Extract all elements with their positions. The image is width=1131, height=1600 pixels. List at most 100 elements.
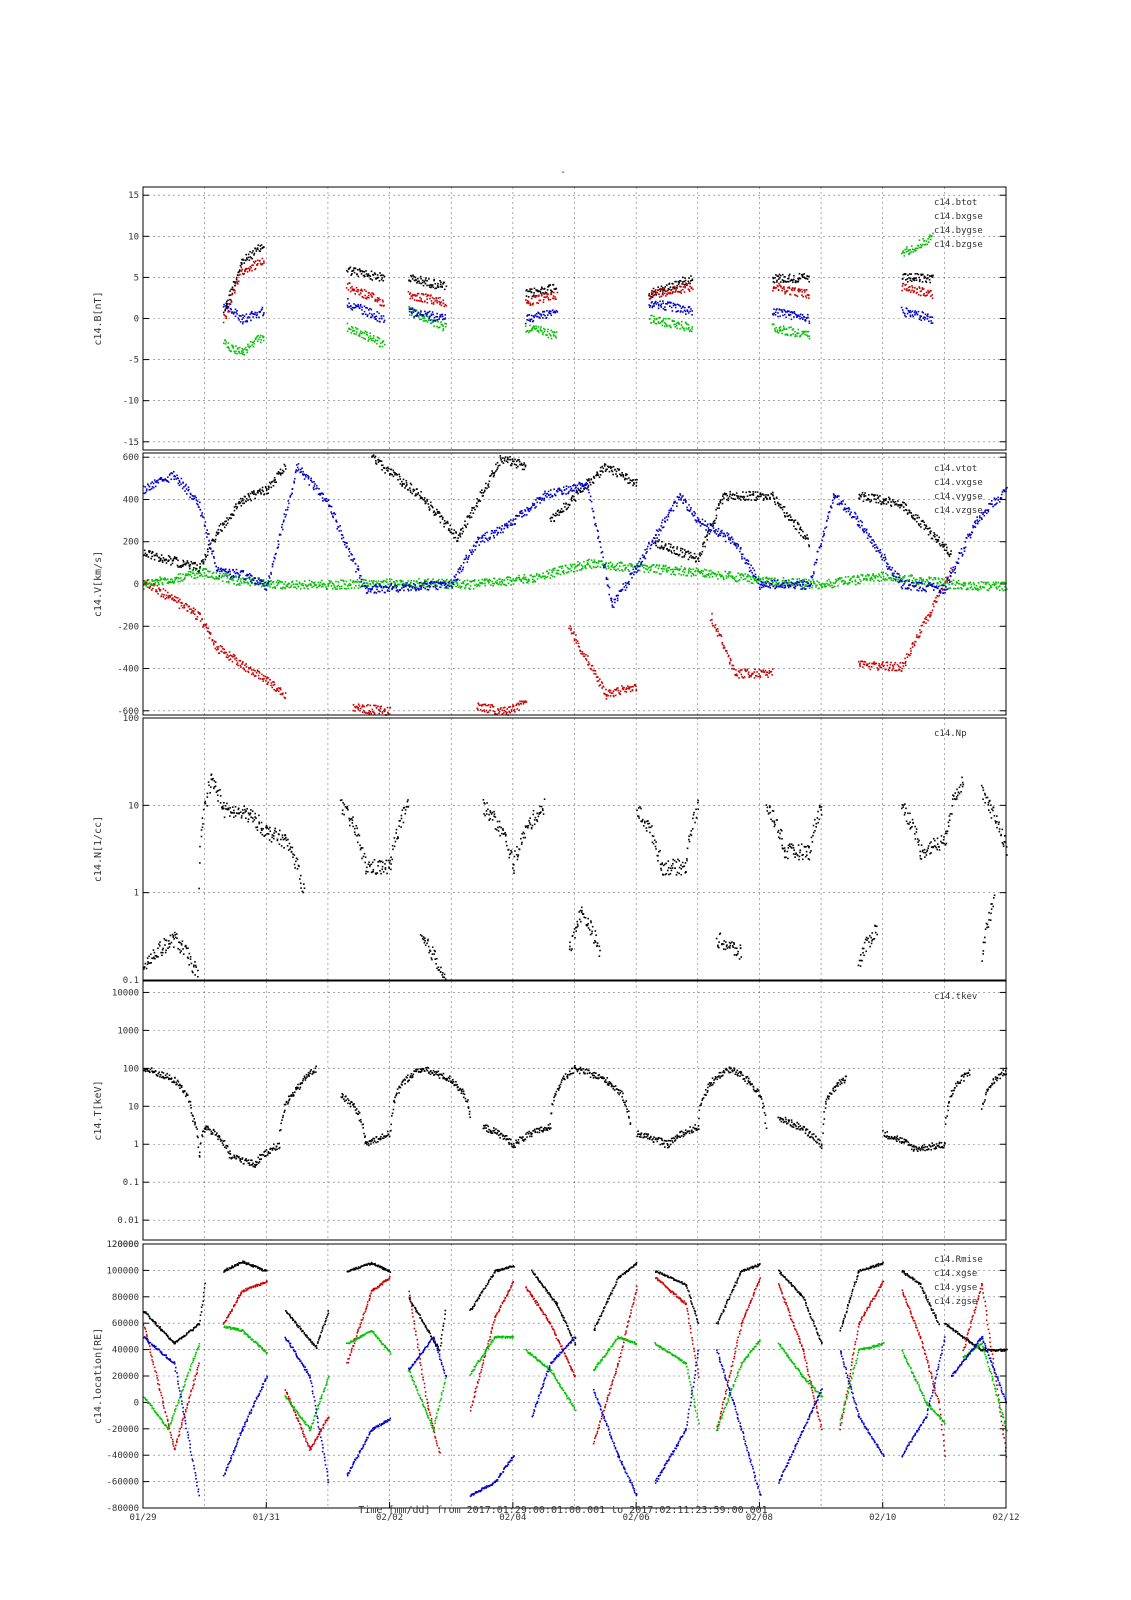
- data-point: [386, 466, 389, 469]
- data-point: [422, 284, 425, 287]
- data-point: [685, 551, 688, 554]
- data-point: [856, 576, 859, 579]
- data-point: [796, 315, 798, 318]
- data-point: [440, 315, 442, 318]
- data-point: [369, 277, 372, 280]
- data-point: [796, 295, 799, 297]
- data-point: [580, 490, 583, 493]
- data-point: [737, 670, 740, 673]
- data-point: [981, 586, 984, 588]
- data-point: [665, 564, 667, 567]
- data-point: [476, 505, 479, 508]
- data-point: [906, 656, 909, 658]
- data-point: [150, 589, 153, 591]
- data-point: [199, 563, 201, 565]
- data-point: [296, 583, 299, 586]
- data-point: [580, 569, 583, 571]
- data-point: [676, 327, 679, 330]
- data-point: [170, 563, 172, 566]
- data-point: [233, 654, 236, 657]
- data-point: [227, 346, 229, 348]
- data-point: [799, 315, 801, 318]
- data-point: [977, 588, 980, 591]
- data-point: [350, 274, 353, 276]
- data-point: [698, 570, 700, 573]
- data-point: [239, 580, 242, 583]
- data-point: [573, 498, 575, 501]
- data-point: [939, 580, 941, 583]
- data-point: [881, 663, 883, 666]
- data-point: [873, 495, 875, 497]
- data-point: [789, 334, 792, 337]
- data-point: [950, 567, 952, 570]
- data-point: [521, 700, 523, 703]
- data-point: [193, 574, 196, 577]
- data-point: [191, 610, 194, 612]
- data-point: [351, 306, 354, 309]
- data-point: [691, 572, 694, 575]
- data-point: [395, 472, 398, 475]
- data-point: [794, 335, 796, 338]
- data-point: [920, 246, 923, 249]
- data-point: [382, 274, 385, 277]
- data-point: [782, 585, 785, 587]
- data-point: [790, 333, 792, 336]
- data-point: [686, 310, 689, 313]
- data-point: [864, 495, 867, 497]
- data-point: [277, 581, 280, 584]
- data-point: [808, 337, 811, 340]
- data-point: [379, 272, 381, 274]
- data-point: [599, 678, 601, 680]
- data-point: [381, 464, 384, 467]
- data-point: [188, 488, 190, 491]
- data-point: [689, 285, 691, 288]
- data-point: [726, 494, 728, 497]
- data-point: [714, 572, 717, 575]
- data-point: [917, 523, 920, 525]
- data-point: [629, 479, 632, 481]
- data-point: [679, 311, 682, 313]
- data-point: [449, 531, 452, 533]
- data-point: [355, 305, 358, 307]
- data-point: [750, 578, 752, 581]
- data-point: [198, 612, 200, 614]
- data-point: [891, 499, 894, 501]
- data-point: [646, 568, 649, 571]
- data-point: [235, 657, 238, 659]
- data-point: [166, 597, 168, 599]
- data-point: [808, 294, 810, 297]
- data-point: [375, 460, 377, 462]
- data-point: [229, 349, 231, 352]
- data-point: [998, 585, 1001, 587]
- data-point: [353, 303, 355, 305]
- data-point: [438, 512, 441, 514]
- data-point: [238, 269, 241, 271]
- data-point: [655, 318, 658, 321]
- data-point: [536, 302, 538, 304]
- data-point: [669, 291, 671, 294]
- data-point: [799, 526, 802, 529]
- data-point: [432, 511, 435, 514]
- data-point: [430, 302, 433, 305]
- data-point: [776, 275, 779, 277]
- data-point: [153, 479, 156, 481]
- data-point: [757, 675, 760, 678]
- data-point: [235, 345, 237, 347]
- data-point: [618, 691, 620, 694]
- data-point: [260, 341, 262, 344]
- data-point: [922, 294, 925, 296]
- data-point: [542, 292, 544, 294]
- data-point: [231, 288, 234, 291]
- data-point: [672, 288, 674, 290]
- data-point: [773, 497, 775, 500]
- data-point: [264, 675, 267, 678]
- data-point: [382, 340, 385, 342]
- data-point: [378, 583, 380, 586]
- data-point: [288, 586, 291, 589]
- data-point: [409, 308, 412, 310]
- data-point: [236, 313, 238, 315]
- data-point: [226, 304, 228, 306]
- data-point: [438, 510, 440, 513]
- data-point: [397, 583, 400, 586]
- data-point: [367, 273, 370, 275]
